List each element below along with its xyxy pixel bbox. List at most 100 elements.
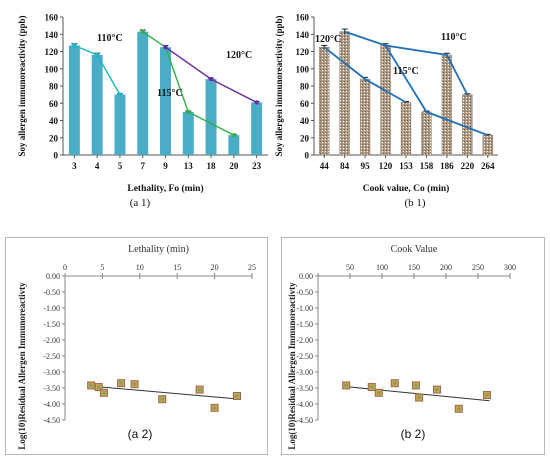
b2-ytick-label: -3.50 — [296, 384, 313, 393]
b2-ytick-label: -1.00 — [296, 304, 313, 313]
a1-bar — [91, 54, 103, 156]
a2-ytick-label: -2.50 — [43, 352, 60, 361]
b2-ytick-label: -2.50 — [296, 352, 313, 361]
b2-point-inner — [344, 383, 348, 387]
chart-a2-svg: Lethality (min) 0 5 10 15 20 25 0.00 -0.50 -1.00 -… — [17, 244, 256, 450]
a2-ytick-label: -1.50 — [43, 320, 60, 329]
b2-ytick-label: -1.50 — [296, 320, 313, 329]
a2-point-inner — [133, 382, 137, 386]
a2-point-inner — [235, 394, 239, 398]
b1-xtick-label: 95 — [361, 161, 371, 171]
b1-ylabel: Soy allergen immunoreactivity (ppb) — [274, 15, 284, 156]
b1-xlabel: Cook value, Co (min) — [363, 183, 450, 194]
a1-trend-marker — [186, 109, 191, 115]
b1-xtick-label: 186 — [440, 161, 454, 171]
b1-ytick-label: 60 — [300, 99, 310, 109]
a1-ytick-label: 140 — [45, 30, 59, 40]
a1-ytick-label: 80 — [49, 82, 59, 92]
b2-xtick-label: 150 — [408, 263, 420, 272]
a1-trend-label: 115°C — [157, 88, 183, 99]
a1-xtick-label: 7 — [140, 161, 145, 171]
b1-trend-line — [323, 46, 407, 104]
a1-trend-marker — [208, 76, 214, 82]
a2-xtick-label: 0 — [63, 263, 67, 272]
b1-bar — [421, 111, 432, 156]
a2-ylabel: Log(10)Residual Allergen Immunoreactivty — [17, 282, 27, 450]
b1-trend-label: 110°C — [441, 32, 467, 43]
b1-bar — [359, 78, 371, 156]
b2-title: Cook Value — [391, 244, 438, 255]
a2-xtick-label: 25 — [248, 263, 256, 272]
a1-bar — [137, 31, 149, 156]
b2-ytick-label: -0.50 — [296, 288, 313, 297]
caption-b2: (b 2) — [400, 427, 426, 441]
b2-point-inner — [370, 385, 374, 389]
a1-ytick-label: 60 — [49, 99, 59, 109]
b1-bar — [380, 45, 391, 156]
b1-ytick-label: 140 — [296, 30, 310, 40]
b2-ytick-label: 0.00 — [299, 272, 313, 281]
b1-xtick-label: 120 — [379, 161, 393, 171]
b2-ytick-label: -4.00 — [296, 400, 313, 409]
b2-xtick-label: 300 — [504, 263, 516, 272]
b1-ytick-label: 20 — [300, 133, 310, 143]
b1-trend-label: 120°C — [315, 34, 341, 45]
b1-ytick-label: 80 — [300, 82, 310, 92]
b1-ytick-label: 120 — [296, 47, 310, 57]
a2-point-inner — [160, 397, 164, 401]
a1-xtick-label: 5 — [118, 161, 123, 171]
a1-trend-marker — [94, 52, 100, 58]
a1-ytick-label: 20 — [49, 133, 59, 143]
a2-point-inner — [102, 391, 106, 395]
a2-title: Lethality (min) — [128, 244, 189, 255]
a1-bar — [228, 135, 240, 155]
a1-xtick-label: 3 — [72, 161, 77, 171]
chart-a1-svg: 0 20 40 60 80 100 120 140 160 3 4 5 7 9 13 18 20 23 110°C 1… — [17, 13, 268, 194]
b1-xtick-label: 153 — [399, 161, 413, 171]
b1-xtick-label: 158 — [420, 161, 434, 171]
caption-a1: (a 1) — [129, 197, 151, 209]
a2-ytick-label: 0.00 — [46, 272, 60, 281]
b1-bar — [462, 94, 473, 156]
b2-point-inner — [485, 393, 489, 397]
a1-xtick-label: 13 — [184, 161, 194, 171]
b2-point-inner — [435, 388, 439, 392]
b2-ylabel: Log(10)Residual Allergen Immunoreactivty — [287, 282, 297, 450]
caption-a2: (a 2) — [127, 427, 153, 441]
a1-trend-label: 110°C — [97, 33, 123, 44]
a1-xtick-label: 20 — [229, 161, 239, 171]
a1-ytick-label: 100 — [45, 64, 59, 74]
chart-b1-svg: 0 20 40 60 80 100 120 140 160 44 84 95 120 153 158 186 2… — [274, 13, 498, 194]
chart-a2-frame — [5, 237, 268, 455]
b1-bar — [400, 102, 412, 156]
a2-xtick-label: 15 — [173, 263, 181, 272]
a1-trend-marker — [231, 132, 237, 138]
b1-xtick-label: 264 — [481, 161, 495, 171]
b1-trend-label: 115°C — [393, 66, 419, 77]
b2-point-inner — [414, 383, 418, 387]
a1-xtick-label: 23 — [252, 161, 262, 171]
a1-bar — [68, 45, 80, 155]
a1-ytick-label: 120 — [45, 47, 59, 57]
b2-point-inner — [457, 407, 461, 411]
b1-bar — [441, 54, 453, 156]
a1-xlabel: Lethality, Fo (min) — [127, 183, 203, 194]
b1-trend-line — [344, 30, 489, 137]
b2-xtick-label: 250 — [472, 263, 484, 272]
a2-point-inner — [119, 381, 123, 385]
chart-a1: 0 20 40 60 80 100 120 140 160 3 4 5 7 9 13 18 20 23 110°C 1… — [0, 0, 275, 215]
a1-ylabel: Soy allergen immunoreactivity (ppb) — [17, 15, 27, 156]
a2-trend-line — [87, 385, 241, 400]
b2-ytick-label: -3.00 — [296, 368, 313, 377]
a1-ytick-label: 40 — [49, 116, 59, 126]
a1-trend-line — [142, 31, 235, 136]
b1-xtick-label: 44 — [320, 161, 330, 171]
b1-bar — [319, 46, 330, 156]
a1-bar — [114, 94, 126, 155]
a2-ytick-label: -2.00 — [43, 336, 60, 345]
a1-trend-marker — [140, 29, 145, 34]
chart-b1: 0 20 40 60 80 100 120 140 160 44 84 95 120 153 158 186 2… — [274, 0, 550, 215]
b1-ytick-label: 100 — [296, 64, 310, 74]
a1-trend-label: 120°C — [226, 50, 252, 61]
